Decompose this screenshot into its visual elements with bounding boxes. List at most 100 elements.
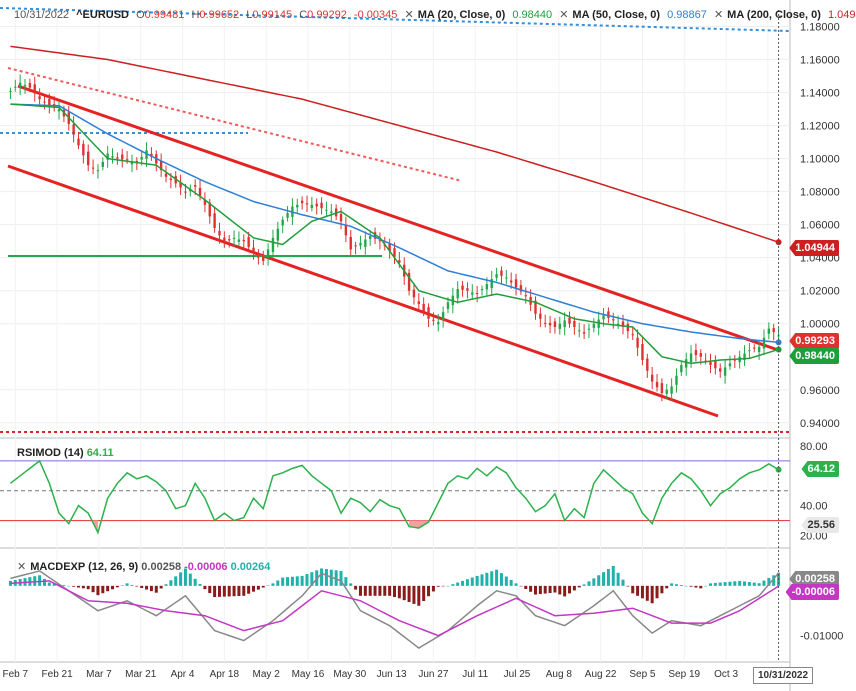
macd-histogram-bar bbox=[305, 574, 309, 586]
macd-histogram-bar bbox=[499, 573, 503, 586]
candle-body bbox=[480, 289, 484, 291]
macd-histogram-bar bbox=[427, 585, 431, 597]
ma50-remove-icon[interactable]: ✕ bbox=[559, 9, 569, 21]
macd-histogram-bar bbox=[704, 585, 708, 587]
macd-histogram-bar bbox=[227, 585, 231, 597]
candle-body bbox=[203, 199, 207, 205]
x-tick-label: Apr 18 bbox=[210, 669, 240, 680]
ma20-badge: 0.98440 bbox=[789, 348, 839, 364]
candle-body bbox=[208, 202, 211, 217]
candle-body bbox=[733, 359, 737, 361]
macd-histogram-bar bbox=[324, 569, 328, 586]
candle-body bbox=[539, 313, 542, 319]
macd-histogram-bar bbox=[402, 585, 406, 601]
candle-body bbox=[28, 83, 32, 88]
macd-histogram-bar bbox=[640, 585, 644, 599]
macd-histogram-bar bbox=[96, 585, 100, 596]
x-tick-label: Sep 5 bbox=[629, 669, 656, 680]
macd-histogram-bar bbox=[684, 585, 688, 587]
macd-histogram-bar bbox=[358, 585, 362, 596]
macd-histogram-bar bbox=[665, 585, 669, 589]
macd-histogram-bar bbox=[568, 585, 572, 594]
candle-body bbox=[714, 360, 717, 369]
macd-histogram-bar bbox=[587, 581, 591, 586]
macd-histogram-bar bbox=[679, 585, 683, 586]
macd-histogram-bar bbox=[363, 585, 367, 596]
candle-body bbox=[753, 347, 756, 349]
candle-body bbox=[475, 293, 479, 295]
ma20-label[interactable]: MA (20, Close, 0) bbox=[417, 9, 506, 21]
candle-body bbox=[587, 328, 591, 330]
macd-histogram-bar bbox=[524, 585, 528, 589]
ma20-end-dot bbox=[775, 346, 782, 353]
macd-histogram-bar bbox=[743, 581, 747, 586]
macd-histogram-bar bbox=[718, 582, 722, 586]
candle-body bbox=[544, 322, 547, 324]
cursor-date-badge: 10/31/2022 bbox=[753, 667, 814, 684]
candle-body bbox=[232, 237, 236, 239]
price-tick-label: 1.14000 bbox=[800, 88, 840, 100]
x-tick-label: Mar 7 bbox=[86, 669, 112, 680]
ma200-remove-icon[interactable]: ✕ bbox=[713, 9, 724, 21]
candle-body bbox=[646, 358, 649, 371]
candle-body bbox=[412, 289, 416, 298]
ma200-label[interactable]: MA (200, Close, 0) bbox=[727, 9, 821, 21]
candle-body bbox=[33, 84, 36, 94]
macd-histogram-bar bbox=[72, 585, 76, 587]
candle-body bbox=[456, 289, 459, 299]
macd-histogram-bar bbox=[208, 585, 212, 594]
candle-body bbox=[699, 353, 702, 357]
candle-body bbox=[602, 315, 605, 320]
macd-histogram-bar bbox=[252, 585, 256, 592]
candle-body bbox=[519, 285, 523, 292]
rsi-value: 64.11 bbox=[86, 447, 114, 459]
header-close: 0.99292 bbox=[307, 9, 347, 21]
ma50-label[interactable]: MA (50, Close, 0) bbox=[572, 9, 661, 21]
macd-histogram-bar bbox=[597, 575, 601, 586]
header-symbol[interactable]: ^EURUSD bbox=[76, 9, 129, 21]
chevron-down-icon[interactable]: ⌄ bbox=[773, 9, 783, 21]
candle-body bbox=[723, 367, 727, 376]
candle-body bbox=[427, 307, 430, 319]
candle-body bbox=[198, 187, 202, 196]
ma20-line bbox=[10, 103, 779, 365]
macd-histogram-bar bbox=[281, 577, 285, 586]
macd-histogram-bar bbox=[271, 583, 275, 586]
candle-body bbox=[485, 284, 489, 290]
macd-histogram-bar bbox=[295, 576, 299, 586]
macd-histogram-bar bbox=[334, 570, 338, 586]
candle-body bbox=[14, 86, 17, 88]
macd-histogram-bar bbox=[757, 583, 761, 586]
macd-histogram-bar bbox=[164, 584, 168, 586]
macd-histogram-bar bbox=[495, 569, 499, 586]
macd-histogram-bar bbox=[670, 583, 674, 586]
macd-histogram-bar bbox=[772, 575, 776, 586]
macd-histogram-bar bbox=[76, 585, 80, 588]
macd-histogram-bar bbox=[480, 574, 484, 586]
candle-body bbox=[684, 359, 688, 368]
macd-histogram-bar bbox=[436, 585, 440, 587]
ma20-remove-icon[interactable]: ✕ bbox=[404, 9, 414, 21]
macd-histogram-bar bbox=[174, 576, 178, 586]
candle-body bbox=[349, 236, 352, 250]
x-tick-label: Apr 4 bbox=[171, 669, 195, 680]
header-open-label: O bbox=[136, 9, 145, 21]
candle-body bbox=[218, 231, 221, 236]
macd-line bbox=[10, 570, 780, 649]
macd-histogram-bar bbox=[145, 585, 149, 590]
candle-body bbox=[631, 334, 634, 336]
candle-body bbox=[670, 386, 673, 394]
macd-hist-value: 0.00264 bbox=[230, 561, 271, 573]
macd-remove-icon[interactable]: ✕ bbox=[17, 561, 27, 573]
macd-histogram-bar bbox=[125, 583, 129, 586]
candle-body bbox=[57, 109, 61, 112]
candle-body bbox=[689, 353, 693, 363]
rsi-label[interactable]: RSIMOD (14) bbox=[17, 447, 84, 459]
macd-histogram-bar bbox=[354, 585, 358, 590]
macd-histogram-bar bbox=[261, 585, 265, 588]
candle-body bbox=[665, 389, 668, 394]
macd-histogram-bar bbox=[179, 572, 183, 586]
macd-label[interactable]: MACDEXP (12, 26, 9) bbox=[30, 561, 139, 573]
macd-histogram-bar bbox=[548, 585, 552, 594]
